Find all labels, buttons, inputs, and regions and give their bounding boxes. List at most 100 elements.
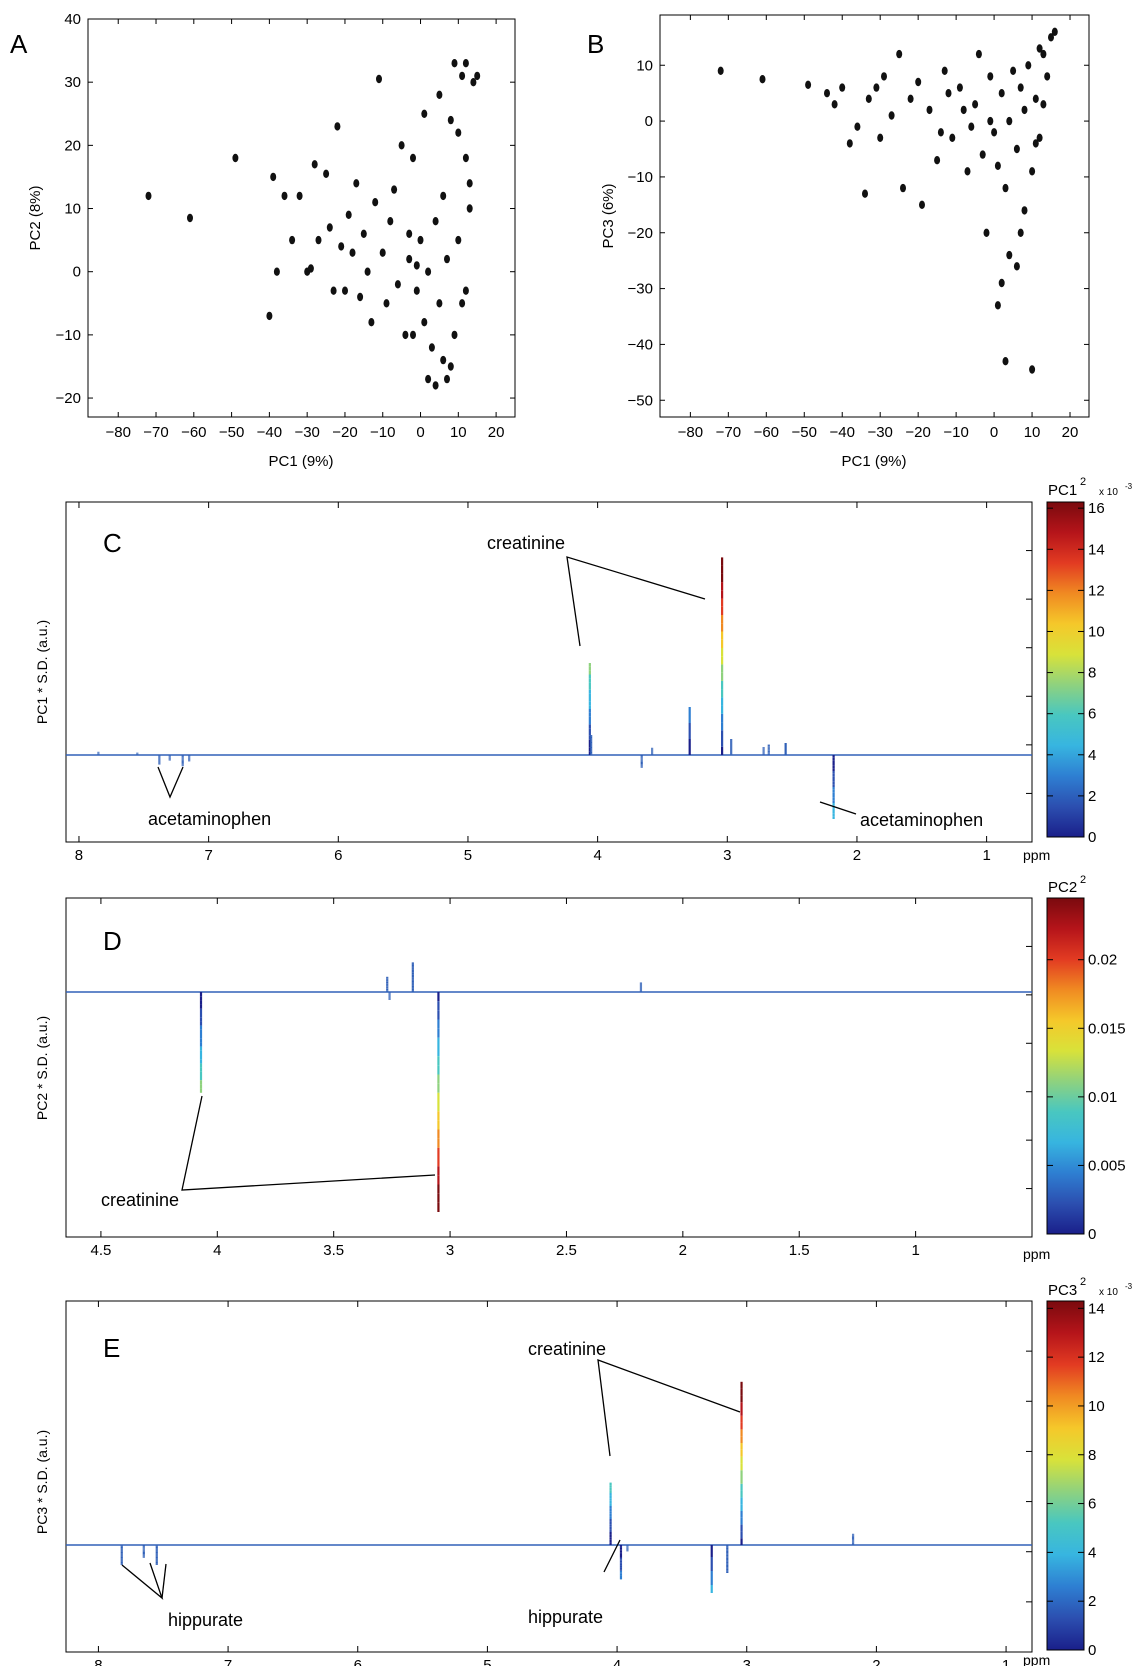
data-point-b bbox=[1029, 167, 1036, 176]
data-point-a bbox=[402, 330, 409, 340]
data-point-a bbox=[425, 374, 432, 384]
colorbar-exponent-c: x 10 bbox=[1099, 487, 1118, 498]
x-tick-label-e: 2 bbox=[872, 1657, 880, 1666]
y-tick-label-b: −20 bbox=[628, 225, 653, 242]
x-tick-label-b: 10 bbox=[1024, 424, 1041, 441]
data-point-a bbox=[330, 286, 337, 295]
plot-frame-b bbox=[659, 14, 1090, 418]
data-point-a bbox=[338, 242, 345, 251]
y-tick-label-b: −10 bbox=[628, 169, 653, 186]
y-tick-label-a: 0 bbox=[73, 264, 81, 281]
colorbar-tick-label-e: 4 bbox=[1088, 1544, 1096, 1561]
data-point-a bbox=[349, 248, 356, 257]
data-point-b bbox=[1002, 183, 1009, 193]
data-points-b bbox=[717, 27, 1058, 374]
colorbar-tick-label-d: 0.005 bbox=[1088, 1157, 1126, 1174]
colorbar-tick-label-e: 0 bbox=[1088, 1642, 1096, 1659]
x-tick-label-e: 8 bbox=[94, 1657, 102, 1666]
colorbar-ticks-e: 0 2 4 6 8 10 12 14 bbox=[1047, 1300, 1105, 1659]
x-tick-label-b: −50 bbox=[792, 424, 817, 441]
data-point-a bbox=[315, 235, 322, 245]
pointer-hippurate-right-e bbox=[603, 1539, 621, 1573]
data-point-b bbox=[975, 49, 982, 59]
x-tick-label-b: −30 bbox=[867, 424, 892, 441]
plot-frame-d bbox=[65, 897, 1033, 1238]
loading-plot-d: 4.5 4 3.5 3 2.5 2 1.5 1 ppm PC2 * S.D. (a.u.) c… bbox=[34, 897, 1050, 1262]
data-point-b bbox=[1006, 116, 1013, 126]
data-point-b bbox=[1017, 228, 1024, 237]
data-point-a bbox=[323, 169, 330, 178]
x-tick-label-c: 8 bbox=[75, 847, 83, 864]
data-point-b bbox=[1029, 365, 1036, 374]
colorbar-tick-label-d: 0.02 bbox=[1088, 952, 1117, 969]
data-point-a bbox=[296, 191, 303, 201]
x-tick-label-a: −70 bbox=[143, 424, 168, 441]
pointer-hippurate-left-e bbox=[121, 1562, 164, 1600]
data-point-b bbox=[945, 89, 952, 98]
data-point-b bbox=[881, 72, 887, 81]
data-point-b bbox=[998, 89, 1005, 98]
colorbar-tick-label-e: 8 bbox=[1088, 1447, 1096, 1464]
spectrum-trace-e bbox=[66, 1381, 1032, 1593]
data-point-b bbox=[1032, 139, 1039, 148]
panel-letter-d: D bbox=[103, 926, 122, 956]
data-point-b bbox=[915, 77, 922, 87]
y-axis-label-d: PC2 * S.D. (a.u.) bbox=[34, 1016, 50, 1120]
axis-ticks-d: 4.5 4 3.5 3 2.5 2 1.5 1 bbox=[90, 898, 1032, 1259]
data-point-a bbox=[281, 191, 288, 201]
y-tick-label-b: 10 bbox=[636, 57, 653, 74]
data-point-a bbox=[470, 78, 477, 87]
annotation-creatinine-d: creatinine bbox=[101, 1190, 179, 1210]
x-tick-label-a: −30 bbox=[294, 424, 319, 441]
pointer-creatinine-d bbox=[181, 1095, 436, 1191]
y-tick-label-b: −50 bbox=[628, 392, 653, 409]
data-point-a bbox=[334, 122, 341, 131]
y-tick-label-a: 30 bbox=[64, 74, 81, 91]
colorbar-tick-label-c: 0 bbox=[1088, 829, 1096, 846]
data-point-b bbox=[1017, 83, 1024, 92]
data-point-a bbox=[391, 185, 398, 194]
colorbar-ticks-d: 0 0.005 0.01 0.015 0.02 bbox=[1047, 952, 1126, 1243]
x-tick-label-b: −10 bbox=[943, 424, 968, 441]
data-point-a bbox=[451, 330, 458, 340]
data-point-a bbox=[383, 299, 390, 308]
x-tick-label-b: −80 bbox=[678, 424, 703, 441]
data-point-a bbox=[372, 198, 379, 207]
data-point-b bbox=[987, 116, 994, 126]
data-point-a bbox=[440, 191, 447, 201]
colorbar-tick-label-c: 8 bbox=[1088, 665, 1096, 682]
data-point-b bbox=[896, 49, 903, 59]
pointer-creatinine-c bbox=[566, 556, 706, 647]
y-tick-label-a: 40 bbox=[64, 11, 81, 28]
x-tick-label-e: 3 bbox=[743, 1657, 751, 1666]
panel-letter-b: B bbox=[587, 29, 604, 59]
data-point-a bbox=[273, 267, 280, 276]
data-point-b bbox=[960, 105, 967, 115]
x-tick-label-b: −20 bbox=[905, 424, 930, 441]
x-tick-label-a: −60 bbox=[181, 424, 206, 441]
data-point-a bbox=[145, 191, 152, 201]
panel-letter-c: C bbox=[103, 528, 122, 558]
data-point-b bbox=[759, 75, 766, 84]
x-tick-label-b: −60 bbox=[754, 424, 779, 441]
pointer-acetaminophen-right-c bbox=[819, 801, 857, 815]
panel-letter-a: A bbox=[10, 29, 28, 59]
x-tick-label-d: 3.5 bbox=[323, 1242, 344, 1259]
data-point-a bbox=[462, 153, 469, 163]
data-point-b bbox=[926, 105, 933, 115]
colorbar-tick-label-d: 0 bbox=[1088, 1226, 1096, 1243]
scatter-plot-b: −80 −70 −60 −50 −40 −30 −20 −10 0 10 20 −50 −40 −30 −2… bbox=[600, 14, 1090, 470]
data-point-b bbox=[865, 94, 872, 104]
data-point-b bbox=[907, 94, 914, 104]
colorbar-title-sup-d: 2 bbox=[1080, 874, 1086, 886]
spectrum-trace-c bbox=[66, 557, 1032, 819]
annotations-c bbox=[157, 556, 857, 815]
data-point-a bbox=[447, 362, 454, 371]
data-point-a bbox=[364, 267, 371, 276]
colorbar-title-sup-e: 2 bbox=[1080, 1276, 1086, 1288]
data-point-a bbox=[462, 59, 469, 68]
colorbar-fill-c bbox=[1046, 501, 1085, 838]
data-point-b bbox=[991, 128, 998, 137]
data-point-b bbox=[888, 111, 895, 120]
annotation-hippurate-left-e: hippurate bbox=[168, 1610, 243, 1630]
